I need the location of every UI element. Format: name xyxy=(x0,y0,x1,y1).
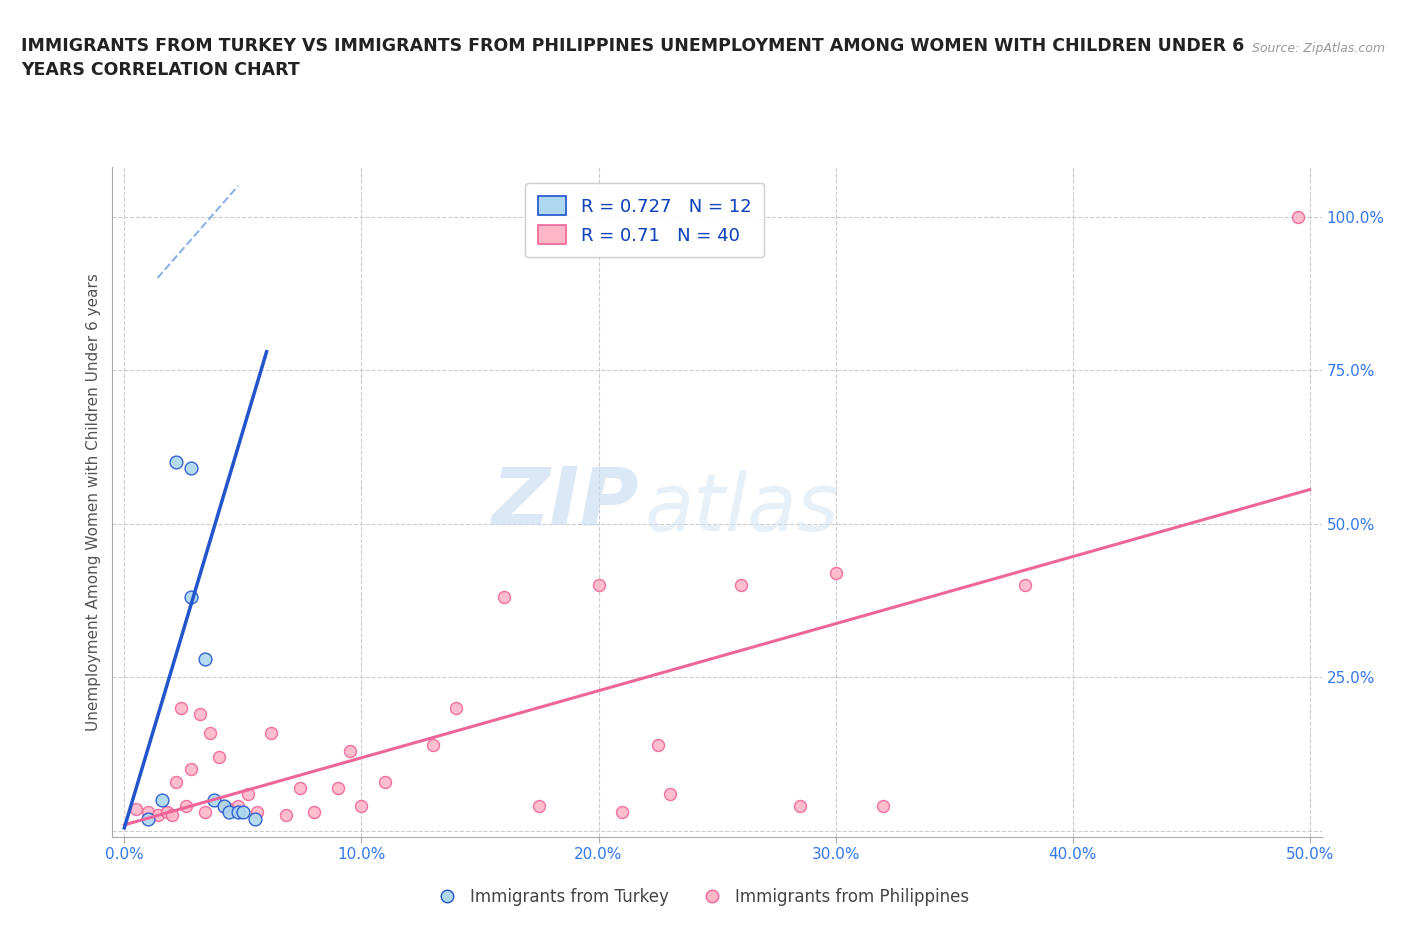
Text: IMMIGRANTS FROM TURKEY VS IMMIGRANTS FROM PHILIPPINES UNEMPLOYMENT AMONG WOMEN W: IMMIGRANTS FROM TURKEY VS IMMIGRANTS FRO… xyxy=(21,37,1244,79)
Point xyxy=(204,792,226,807)
Point xyxy=(180,461,202,476)
Point xyxy=(150,792,173,807)
Point xyxy=(326,780,349,795)
Point xyxy=(529,799,551,814)
Point xyxy=(170,700,193,715)
Point xyxy=(658,787,681,802)
Y-axis label: Unemployment Among Women with Children Under 6 years: Unemployment Among Women with Children U… xyxy=(86,273,101,731)
Point xyxy=(492,590,515,604)
Point xyxy=(274,808,297,823)
Point xyxy=(166,775,188,790)
Point xyxy=(160,808,183,823)
Point xyxy=(872,799,894,814)
Point xyxy=(236,787,259,802)
Point xyxy=(194,805,217,820)
Legend: R = 0.727   N = 12, R = 0.71   N = 40: R = 0.727 N = 12, R = 0.71 N = 40 xyxy=(524,183,763,258)
Point xyxy=(246,805,269,820)
Point xyxy=(647,737,669,752)
Point xyxy=(166,455,188,470)
Point xyxy=(218,802,240,817)
Text: Source: ZipAtlas.com: Source: ZipAtlas.com xyxy=(1251,42,1385,55)
Point xyxy=(339,744,361,759)
Point xyxy=(174,799,197,814)
Point xyxy=(212,799,235,814)
Point xyxy=(422,737,444,752)
Point xyxy=(156,805,179,820)
Point xyxy=(136,805,159,820)
Point xyxy=(180,590,202,604)
Point xyxy=(218,805,240,820)
Point xyxy=(1014,578,1036,592)
Point xyxy=(243,811,266,826)
Point xyxy=(288,780,311,795)
Point xyxy=(374,775,396,790)
Point xyxy=(1286,209,1309,224)
Point xyxy=(136,811,159,826)
Point xyxy=(226,799,249,814)
Point xyxy=(612,805,634,820)
Point xyxy=(226,805,249,820)
Point xyxy=(125,802,148,817)
Point xyxy=(180,762,202,777)
Point xyxy=(446,700,468,715)
Point xyxy=(146,808,169,823)
Point xyxy=(212,799,235,814)
Point xyxy=(730,578,752,592)
Point xyxy=(194,651,217,666)
Text: atlas: atlas xyxy=(644,470,839,548)
Point xyxy=(198,725,221,740)
Legend: Immigrants from Turkey, Immigrants from Philippines: Immigrants from Turkey, Immigrants from … xyxy=(430,881,976,912)
Point xyxy=(302,805,325,820)
Text: ZIP: ZIP xyxy=(491,463,638,541)
Point xyxy=(588,578,610,592)
Point xyxy=(824,565,846,580)
Point xyxy=(789,799,811,814)
Point xyxy=(232,805,254,820)
Point xyxy=(188,707,211,722)
Point xyxy=(208,750,231,764)
Point xyxy=(260,725,283,740)
Point xyxy=(350,799,373,814)
